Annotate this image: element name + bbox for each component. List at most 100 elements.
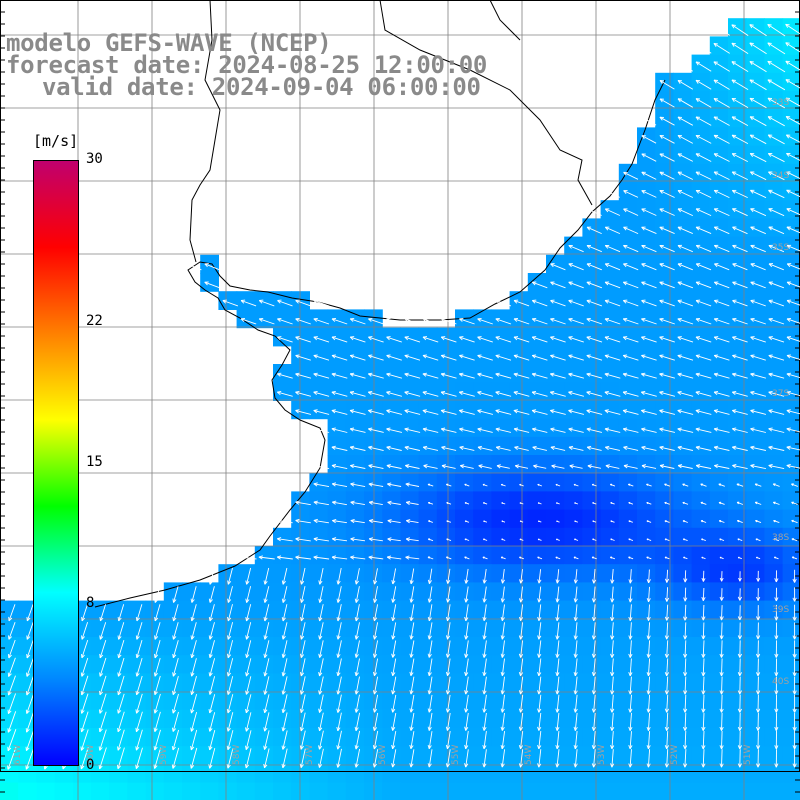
wind-arrow — [391, 694, 397, 713]
wind-speed-cell — [746, 728, 765, 747]
wind-arrow — [683, 676, 688, 695]
wind-arrow — [750, 317, 766, 325]
wind-speed-cell — [455, 327, 474, 347]
wind-arrow — [263, 640, 270, 658]
wind-speed-cell — [364, 345, 383, 365]
wind-speed-cell — [200, 655, 219, 674]
wind-speed-cell — [455, 509, 474, 529]
wind-arrow — [25, 693, 35, 714]
wind-speed-cell — [728, 163, 747, 183]
wind-speed-cell — [691, 473, 711, 492]
wind-arrow — [514, 445, 529, 451]
wind-arrow — [313, 317, 330, 325]
wind-arrow — [409, 640, 415, 658]
wind-speed-cell — [728, 546, 747, 565]
wind-arrow — [737, 694, 743, 713]
wind-arrow — [172, 640, 179, 659]
wind-speed-cell — [236, 637, 256, 656]
wind-speed-cell — [637, 418, 656, 438]
wind-speed-cell — [546, 764, 565, 784]
wind-speed-cell — [764, 218, 784, 238]
wind-speed-cell — [527, 273, 547, 292]
wind-speed-cell — [564, 709, 583, 729]
wind-speed-cell — [218, 637, 238, 656]
wind-speed-cell — [309, 527, 329, 547]
wind-speed-cell — [564, 564, 583, 583]
wind-speed-cell — [618, 400, 638, 420]
wind-speed-cell — [382, 327, 401, 347]
wind-speed-cell — [527, 345, 547, 365]
wind-speed-cell — [527, 637, 547, 656]
wind-speed-cell — [618, 364, 638, 383]
wind-arrow — [774, 640, 779, 658]
wind-speed-cell — [691, 327, 711, 347]
wind-speed-cell — [273, 327, 292, 347]
wind-arrow — [81, 622, 89, 640]
wind-arrow — [281, 622, 288, 640]
wind-speed-cell — [491, 582, 511, 602]
wind-speed-cell — [673, 327, 693, 347]
wind-arrow — [664, 483, 671, 487]
wind-speed-cell — [709, 564, 729, 583]
wind-speed-cell — [728, 509, 747, 529]
wind-arrow — [495, 317, 512, 325]
wind-arrow — [609, 483, 616, 487]
wind-arrow — [482, 556, 488, 560]
wind-speed-cell — [582, 546, 602, 565]
wind-speed-cell — [618, 764, 638, 784]
wind-speed-cell — [327, 309, 347, 329]
wind-speed-cell — [764, 618, 784, 638]
wind-speed-cell — [364, 473, 383, 492]
wind-speed-cell — [418, 709, 438, 729]
wind-speed-cell — [564, 728, 583, 747]
wind-arrow — [768, 464, 785, 470]
wind-speed-cell — [291, 691, 310, 711]
wind-speed-cell — [527, 382, 547, 401]
wind-arrow — [628, 640, 633, 658]
wind-arrow — [695, 171, 712, 180]
wind-arrow — [354, 658, 360, 677]
wind-speed-cell — [418, 673, 438, 693]
wind-arrow — [683, 556, 688, 560]
wind-speed-cell — [273, 709, 292, 729]
wind-arrow — [774, 712, 779, 731]
wind-speed-cell — [0, 618, 19, 638]
wind-arrow — [500, 731, 506, 750]
wind-speed-cell — [382, 345, 401, 365]
wind-speed-cell — [382, 546, 401, 565]
wind-speed-cell — [709, 491, 729, 511]
wind-speed-cell — [382, 527, 401, 547]
wind-speed-cell — [455, 746, 474, 765]
wind-arrow — [26, 604, 34, 622]
wind-speed-cell — [746, 273, 765, 292]
wind-speed-cell — [218, 618, 238, 638]
wind-arrow — [391, 604, 397, 622]
wind-speed-cell — [109, 637, 128, 656]
wind-speed-cell — [746, 600, 765, 620]
wind-speed-cell — [673, 491, 693, 511]
wind-arrow — [774, 676, 779, 695]
wind-speed-cell — [564, 254, 583, 274]
wind-speed-cell — [455, 436, 474, 456]
wind-arrow — [368, 555, 384, 560]
wind-arrow — [300, 586, 306, 603]
wind-arrow — [226, 676, 234, 695]
wind-arrow — [313, 555, 330, 560]
wind-speed-cell — [782, 145, 800, 165]
wind-speed-cell — [382, 691, 401, 711]
wind-speed-cell — [764, 309, 784, 329]
wind-arrow — [117, 675, 125, 696]
wind-speed-cell — [618, 200, 638, 219]
wind-speed-cell — [418, 436, 438, 456]
wind-arrow — [117, 604, 125, 622]
wind-arrow — [368, 372, 384, 379]
wind-arrow — [623, 445, 639, 451]
wind-speed-cell — [345, 436, 365, 456]
wind-arrow — [731, 171, 748, 181]
wind-speed-cell — [364, 764, 383, 784]
wind-arrow — [354, 730, 361, 750]
wind-arrow — [785, 23, 800, 35]
wind-speed-cell — [400, 382, 420, 401]
wind-arrow — [719, 605, 724, 621]
wind-arrow — [300, 567, 306, 585]
